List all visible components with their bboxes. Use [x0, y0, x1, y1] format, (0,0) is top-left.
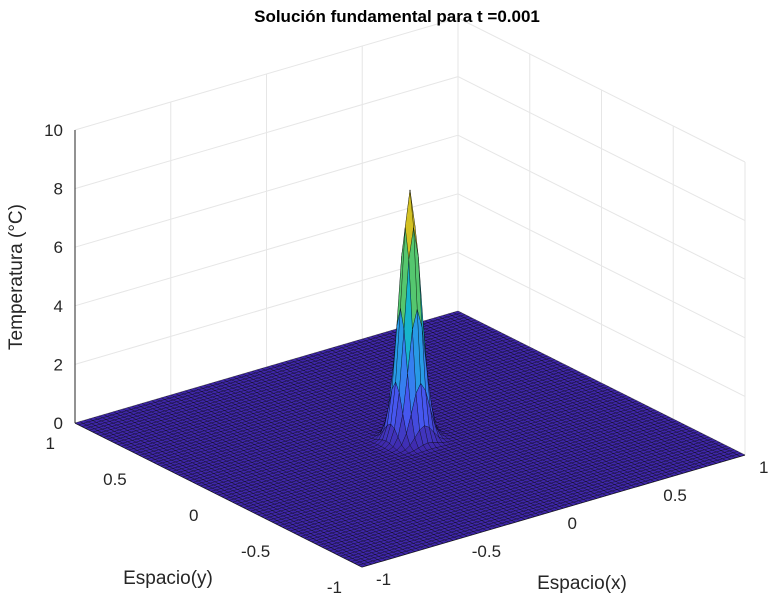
surface-mesh [74, 189, 746, 568]
